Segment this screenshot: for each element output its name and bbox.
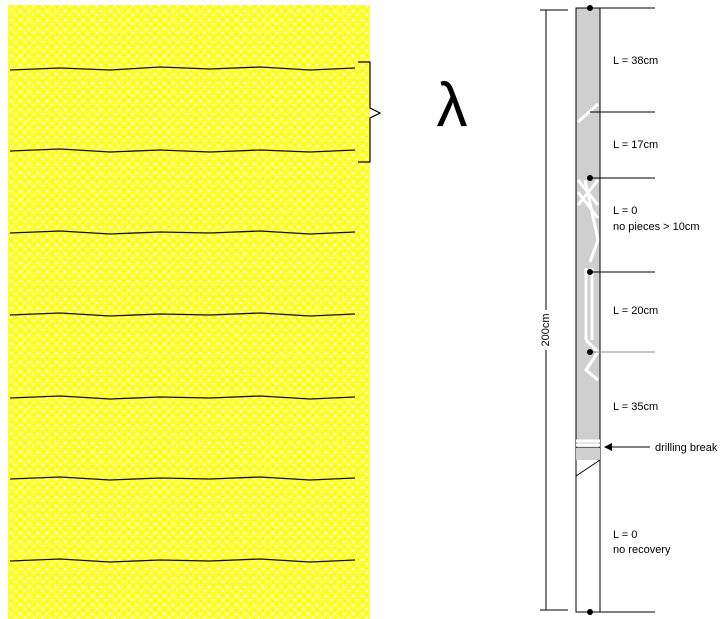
interval-label: L = 38cm [613,55,658,67]
total-length: 200cm [540,313,552,346]
interval-label: L = 20cm [613,305,658,317]
interval-label: L = 0 [613,205,637,217]
rock-block [8,5,370,619]
interval-note: no pieces > 10cm [613,221,700,233]
lambda: λ [437,71,468,140]
bracket [358,61,382,163]
interval-note: no recovery [613,544,671,556]
drilling-break: drilling break [655,442,718,454]
interval-label: L = 35cm [613,401,658,413]
interval-label: L = 17cm [613,139,658,151]
interval-lines [590,7,655,613]
interval-label: L = 0 [613,529,637,541]
fracture-traces [576,102,600,447]
no-recovery-zone [575,447,601,613]
fractures [9,66,356,563]
